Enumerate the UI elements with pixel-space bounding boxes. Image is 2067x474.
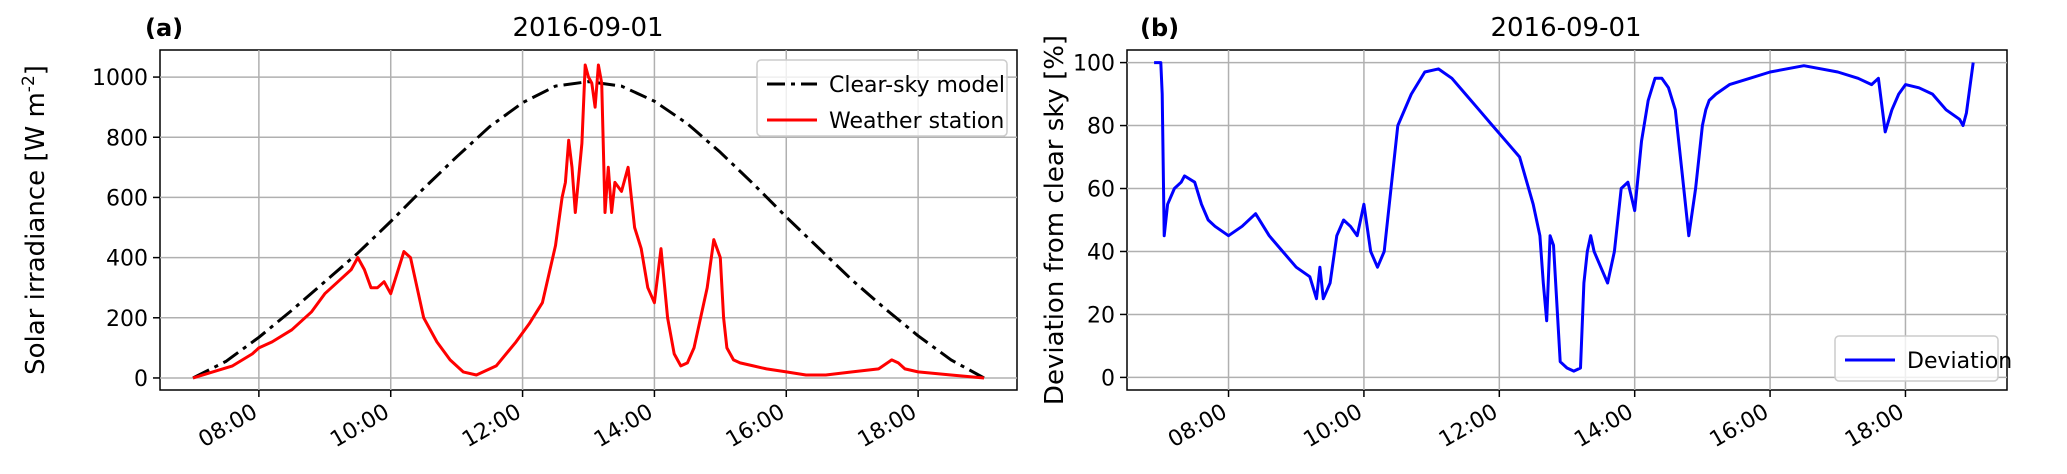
panel-b-letter: (b) bbox=[1140, 14, 1179, 42]
y-tick-label: 800 bbox=[106, 126, 148, 151]
y-tick-label: 40 bbox=[1087, 240, 1115, 265]
x-tick-label: 14:00 bbox=[1570, 400, 1637, 453]
panel-b-legend: Deviation bbox=[1834, 335, 2012, 382]
x-tick-label: 16:00 bbox=[1706, 400, 1773, 453]
deviation-series-line bbox=[1154, 61, 1975, 373]
panel-a-grid bbox=[160, 50, 1017, 390]
y-tick-label: 0 bbox=[134, 367, 148, 392]
weather-station-series-line bbox=[192, 63, 985, 380]
y-tick-label: 1000 bbox=[92, 66, 148, 91]
panel-a-legend-box bbox=[756, 59, 1008, 137]
panel-a-legend: Clear-sky model Weather station bbox=[756, 59, 1008, 137]
y-tick-label: 200 bbox=[106, 307, 148, 332]
x-tick-label: 08:00 bbox=[194, 400, 261, 453]
panel-b-y-ticks: 0 20 40 60 80 100 bbox=[1073, 52, 1127, 391]
y-tick-label: 20 bbox=[1087, 303, 1115, 328]
legend-label: Weather station bbox=[829, 109, 1004, 134]
panel-b-legend-box bbox=[1834, 335, 1999, 382]
x-tick-label: 12:00 bbox=[458, 400, 525, 453]
panel-b-series bbox=[1154, 61, 1975, 373]
y-tick-label: 0 bbox=[1101, 366, 1115, 391]
y-tick-label: 80 bbox=[1087, 115, 1115, 140]
y-tick-label: 400 bbox=[106, 247, 148, 272]
panel-b-x-ticks: 08:00 10:00 12:00 14:00 16:00 18:00 bbox=[1164, 390, 1908, 453]
panel-b-grid bbox=[1127, 50, 2007, 390]
panel-a-y-ticks: 0 200 400 600 800 1000 bbox=[92, 66, 160, 392]
y-tick-label: 100 bbox=[1073, 52, 1115, 77]
x-tick-label: 18:00 bbox=[854, 400, 921, 453]
panel-a-letter: (a) bbox=[145, 14, 183, 42]
panel-b-title: 2016-09-01 bbox=[1490, 13, 1641, 43]
panel-a-series bbox=[192, 63, 985, 380]
panel-a: 08:00 10:00 12:00 14:00 16:00 18:00 0 200 400 60… bbox=[19, 13, 1018, 453]
panel-a-y-axis-label: Solar irradiance [W m-2] bbox=[19, 65, 51, 375]
y-tick-label: 60 bbox=[1087, 178, 1115, 203]
panel-a-x-ticks: 08:00 10:00 12:00 14:00 16:00 18:00 bbox=[194, 390, 921, 453]
x-tick-label: 18:00 bbox=[1841, 400, 1908, 453]
clear-sky-model-series-line bbox=[192, 80, 985, 380]
panel-a-title: 2016-09-01 bbox=[512, 13, 663, 43]
x-tick-label: 10:00 bbox=[326, 400, 393, 453]
y-tick-label: 600 bbox=[106, 186, 148, 211]
panel-b-plot-area bbox=[1126, 49, 2008, 391]
x-tick-label: 14:00 bbox=[590, 400, 657, 453]
x-tick-label: 08:00 bbox=[1164, 400, 1231, 453]
x-tick-label: 10:00 bbox=[1300, 400, 1367, 453]
legend-label: Clear-sky model bbox=[829, 73, 1005, 98]
x-tick-label: 12:00 bbox=[1435, 400, 1502, 453]
panel-b-y-axis-label: Deviation from clear sky [%] bbox=[1040, 35, 1070, 405]
panel-b: 08:00 10:00 12:00 14:00 16:00 18:00 0 20 40 60 80… bbox=[1040, 13, 2012, 453]
legend-label: Deviation bbox=[1907, 349, 2012, 374]
x-tick-label: 16:00 bbox=[722, 400, 789, 453]
